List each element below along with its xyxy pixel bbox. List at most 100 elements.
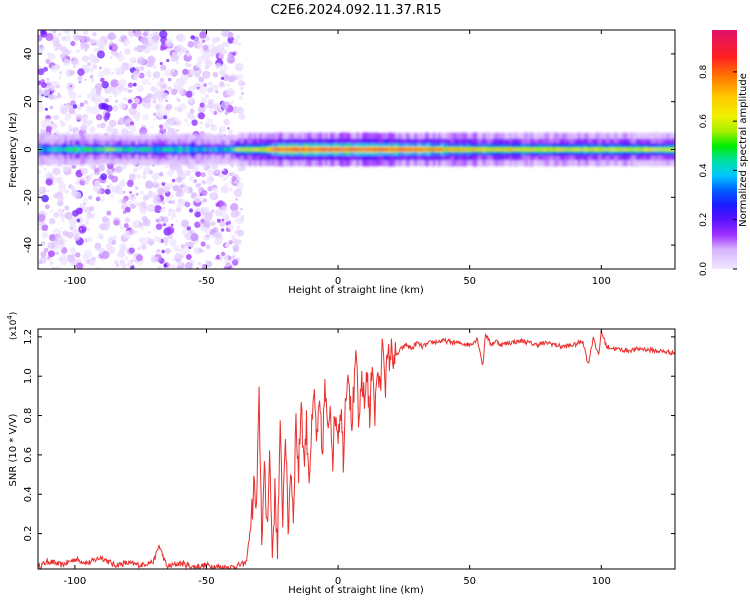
- spectrogram-band-cell: [290, 148, 294, 151]
- spectrogram-band-cell: [553, 148, 558, 151]
- spectrogram-band-cell: [593, 148, 597, 151]
- spectrogram-band-cell: [327, 148, 331, 151]
- spectrogram-speckle: [227, 83, 231, 87]
- spectrogram-band-cell: [603, 148, 608, 151]
- spectrogram-band-cell: [417, 148, 421, 151]
- spectrogram-speckle: [170, 217, 174, 220]
- spectrogram-speckle: [238, 112, 246, 120]
- spectrogram-band-cell: [459, 148, 463, 151]
- spectrogram-band-cell: [446, 148, 450, 151]
- spectrogram-speckle: [159, 30, 168, 39]
- spectrogram-speckle: [208, 192, 217, 201]
- spectrogram-speckle: [167, 86, 172, 91]
- spectrogram-speckle: [106, 85, 115, 94]
- spectrogram-speckle: [194, 71, 201, 78]
- spectrogram-speckle: [80, 36, 86, 42]
- spectrogram-speckle: [128, 228, 136, 236]
- spectrogram-speckle: [177, 189, 180, 193]
- spectrogram-band-cell: [280, 148, 284, 151]
- spectrogram-speckle: [175, 207, 182, 213]
- spectrogram-speckle: [131, 103, 138, 109]
- spectrogram-speckle: [228, 128, 233, 134]
- spectrogram-band-cell: [153, 149, 157, 150]
- spectrogram-speckle: [82, 253, 89, 261]
- spectrogram-speckle: [77, 68, 85, 76]
- spectrogram-speckle: [70, 185, 76, 191]
- spectrogram-speckle: [104, 112, 111, 118]
- spectrogram-speckle: [105, 220, 111, 226]
- spectrogram-marks: [38, 30, 675, 269]
- spectrogram-speckle: [59, 53, 67, 60]
- spectrogram-speckle: [82, 115, 85, 118]
- spectrogram-speckle: [181, 185, 184, 188]
- spectrogram-speckle: [137, 56, 146, 65]
- spectrogram-speckle: [199, 126, 202, 129]
- spectrogram-band-cell: [293, 148, 297, 151]
- spectrogram-speckle: [170, 223, 174, 227]
- spectrogram-band-cell: [69, 148, 73, 151]
- spectrogram-speckle: [227, 31, 234, 39]
- spectrogram-band-cell: [656, 148, 660, 151]
- spectrogram-speckle: [159, 217, 162, 221]
- spectrogram-speckle: [155, 218, 160, 223]
- spectrogram-speckle: [210, 221, 216, 227]
- spectrogram-speckle: [171, 128, 177, 135]
- spectrogram-speckle: [165, 103, 173, 111]
- spectrogram-band-cell: [614, 148, 618, 151]
- x-tick-label: -50: [198, 276, 214, 287]
- spectrogram-band-cell: [396, 148, 400, 151]
- spectrogram-speckle: [239, 186, 243, 190]
- spectrogram-speckle: [128, 202, 136, 210]
- spectrogram-speckle: [57, 200, 64, 207]
- spectrogram-speckle: [199, 102, 205, 108]
- spectrogram-band-cell: [485, 148, 489, 151]
- spectrogram-speckle: [220, 63, 228, 71]
- y-tick-label: 1.0: [23, 368, 34, 384]
- spectrogram-speckle: [164, 242, 168, 246]
- spectrogram-band-cell: [661, 148, 665, 152]
- spectrogram-speckle: [83, 100, 89, 105]
- spectrogram-speckle: [132, 82, 137, 87]
- spectrogram-y-label: Frequency (Hz): [8, 112, 19, 188]
- spectrogram-band-cell: [224, 148, 229, 151]
- spectrogram-speckle: [224, 243, 230, 248]
- spectrogram-speckle: [186, 226, 191, 231]
- spectrogram-band-cell: [140, 147, 144, 152]
- spectrogram-band-cell: [195, 148, 200, 151]
- spectrogram-speckle: [224, 259, 232, 267]
- spectrogram-speckle: [56, 93, 62, 99]
- spectrogram-speckle: [205, 260, 209, 264]
- spectrogram-speckle: [202, 70, 211, 79]
- spectrogram-speckle: [145, 180, 154, 189]
- spectrogram-speckle: [109, 56, 113, 59]
- spectrogram-speckle: [56, 251, 60, 255]
- spectrogram-speckle: [170, 54, 179, 62]
- spectrogram-speckle: [58, 181, 66, 189]
- spectrogram-speckle: [61, 36, 67, 42]
- spectrogram-speckle: [136, 254, 143, 262]
- spectrogram-speckle: [230, 209, 239, 219]
- spectrogram-speckle: [38, 186, 44, 192]
- x-tick-label: 50: [463, 576, 476, 587]
- spectrogram-speckle: [153, 229, 157, 232]
- spectrogram-speckle: [223, 84, 227, 87]
- spectrogram-band-cell: [332, 148, 336, 151]
- colorbar-tick-label: 0.6: [699, 114, 709, 129]
- spectrogram-speckle: [165, 196, 173, 204]
- spectrogram-speckle: [148, 231, 151, 234]
- spectrogram-speckle: [58, 76, 62, 80]
- spectrogram-speckle: [41, 87, 51, 97]
- spectrogram-band-cell: [319, 148, 323, 151]
- spectrogram-speckle: [223, 32, 229, 38]
- spectrogram-speckle: [96, 50, 105, 59]
- spectrogram-speckle: [154, 99, 157, 103]
- spectrogram-speckle: [101, 197, 106, 202]
- spectrogram-speckle: [126, 180, 134, 188]
- spectrogram-speckle: [185, 51, 192, 57]
- spectrogram-speckle: [73, 191, 82, 200]
- spectrogram-band-cell: [106, 147, 110, 152]
- spectrogram-speckle: [134, 60, 137, 63]
- spectrogram-band-cell: [343, 148, 347, 151]
- spectrogram-speckle: [157, 187, 165, 195]
- spectrogram-speckle: [89, 126, 96, 133]
